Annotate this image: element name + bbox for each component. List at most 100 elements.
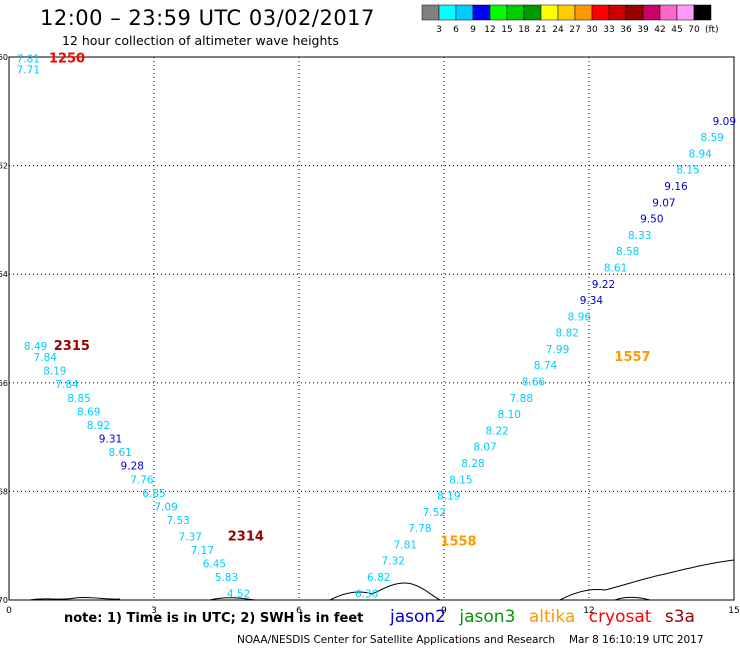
- x-tick-label: 3: [151, 606, 157, 616]
- x-tick-label: 6: [296, 606, 302, 616]
- data-point-label: 8.69: [77, 406, 100, 418]
- y-tick-label: -66: [0, 379, 8, 388]
- y-tick-label: -68: [0, 487, 8, 496]
- data-point-label: 8.85: [67, 393, 90, 405]
- colorbar-cell: [693, 4, 712, 21]
- pass-time-label: 1557: [614, 350, 650, 365]
- timestamp: Mar 8 16:10:19 UTC 2017: [569, 634, 704, 646]
- legend-s3a: s3a: [664, 607, 695, 627]
- data-point-label: 8.92: [87, 420, 110, 432]
- colorbar-cell: [472, 4, 491, 21]
- data-point-label: 8.94: [688, 148, 712, 160]
- data-point-label: 8.66: [522, 377, 546, 389]
- data-point-label: 4.52: [227, 588, 250, 600]
- colorbar-tick: 15: [501, 25, 512, 35]
- data-point-label: 7.17: [191, 545, 214, 557]
- data-point-label: 9.09: [713, 116, 736, 128]
- data-point-label: 8.28: [461, 458, 484, 470]
- footnote: note: 1) Time is in UTC; 2) SWH is in fe…: [64, 611, 364, 626]
- colorbar-tick: 18: [518, 25, 530, 35]
- data-point-label: 9.50: [640, 214, 663, 226]
- chart-title: 12:00 – 23:59 UTC 03/02/2017: [40, 6, 375, 30]
- data-point-label: 8.49: [24, 341, 47, 353]
- data-point-label: 9.28: [121, 461, 144, 473]
- y-tick-label: -60: [0, 53, 8, 62]
- data-point-label: 7.84: [55, 379, 79, 391]
- data-point-label: 7.81: [17, 53, 40, 65]
- data-point-label: 7.81: [394, 539, 417, 551]
- colorbar-cell: [421, 4, 440, 21]
- data-point-label: 6.30: [355, 588, 378, 600]
- colorbar-cell: [642, 4, 661, 21]
- colorbar-cell: [625, 4, 644, 21]
- colorbar-tick: 3: [436, 25, 442, 35]
- data-point-label: 6.45: [203, 558, 226, 570]
- data-point-label: 8.22: [485, 425, 508, 437]
- data-point-label: 8.19: [43, 366, 66, 378]
- data-point-label: 8.10: [498, 409, 521, 421]
- colorbar-tick: 12: [484, 25, 495, 35]
- colorbar-tick: 21: [535, 25, 546, 35]
- colorbar-cell: [574, 4, 593, 21]
- credit-text: NOAA/NESDIS Center for Satellite Applica…: [237, 634, 555, 646]
- colorbar-tick: 9: [470, 25, 476, 35]
- data-point-label: 8.74: [534, 360, 558, 372]
- colorbar-cell: [523, 4, 542, 21]
- data-point-label: 8.19: [437, 491, 460, 503]
- colorbar-tick: 45: [671, 25, 682, 35]
- data-point-label: 7.32: [382, 556, 405, 568]
- pass-time-label: 1250: [49, 51, 85, 66]
- x-tick-label: 9: [441, 606, 447, 616]
- legend-jason2: jason2: [390, 607, 446, 627]
- data-point-label: 9.31: [99, 434, 122, 446]
- data-point-label: 7.53: [166, 515, 189, 527]
- data-point-label: 8.07: [473, 442, 496, 454]
- data-point-label: 9.34: [580, 295, 604, 307]
- colorbar-tick: 42: [654, 25, 665, 35]
- data-point-label: 9.07: [652, 197, 675, 209]
- plot-border: [8, 56, 735, 601]
- data-point-label: 9.16: [664, 181, 688, 193]
- data-point-label: 7.84: [34, 352, 58, 364]
- y-tick-label: -64: [0, 270, 8, 279]
- data-point-label: 6.85: [142, 488, 165, 500]
- colorbar-tick: 6: [453, 25, 459, 35]
- colorbar-cell: [608, 4, 627, 21]
- data-point-label: 7.88: [510, 393, 533, 405]
- data-point-label: 7.37: [179, 531, 202, 543]
- colorbar-cell: [540, 4, 559, 21]
- colorbar-cell: [506, 4, 525, 21]
- colorbar-cell: [659, 4, 678, 21]
- plot-frame: [8, 56, 735, 601]
- data-point-label: 7.78: [408, 523, 431, 535]
- satellite-legend: jason2 jason3 altika cryosat s3a: [390, 607, 703, 627]
- data-point-label: 8.82: [556, 328, 579, 340]
- legend-altika: altika: [528, 607, 576, 627]
- legend-jason3: jason3: [459, 607, 516, 627]
- colorbar-tick: 36: [620, 25, 632, 35]
- data-point-label: 7.09: [154, 501, 177, 513]
- colorbar-tick: 33: [603, 25, 614, 35]
- x-tick-labels: 0 3 6 9 12 15: [6, 606, 740, 616]
- data-point-label: 7.52: [423, 507, 446, 519]
- colorbar-tick: 30: [586, 25, 598, 35]
- colorbar-cell: [591, 4, 610, 21]
- y-tick-label: -62: [0, 162, 8, 171]
- y-tick-labels: -60 -62 -64 -66 -68 -70: [0, 53, 8, 605]
- data-point-label: 9.22: [592, 279, 615, 291]
- data-point-label: 8.15: [676, 165, 699, 177]
- y-tick-label: -70: [0, 596, 8, 605]
- data-point-label: 8.33: [628, 230, 651, 242]
- chart-subtitle: 12 hour collection of altimeter wave hei…: [62, 33, 339, 48]
- colorbar-cell: [489, 4, 508, 21]
- colorbar-unit: (ft): [705, 25, 719, 35]
- colorbar-cell: [455, 4, 474, 21]
- data-point-label: 8.15: [449, 474, 472, 486]
- coastline: [29, 559, 735, 601]
- colorbar-cell: [557, 4, 576, 21]
- colorbar: 3 6 9 12 15 18 21 24 27 30 33 36 39 42 45 70 (ft): [421, 4, 719, 35]
- data-point-label: 8.61: [108, 447, 131, 459]
- colorbar-cell: [676, 4, 695, 21]
- data-point-label: 7.99: [546, 344, 569, 356]
